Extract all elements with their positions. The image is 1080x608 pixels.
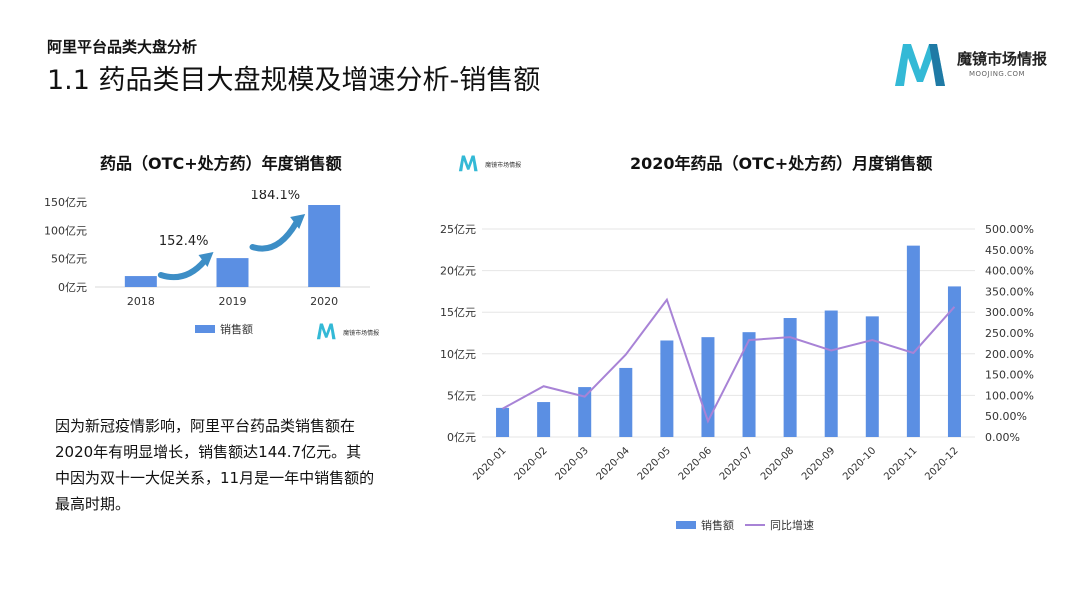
page-title: 1.1 药品类目大盘规模及增速分析-销售额 xyxy=(47,65,541,96)
x-tick-label: 2020-12 xyxy=(923,445,960,482)
growth-arrow-head xyxy=(290,214,306,229)
legend-swatch-sales xyxy=(195,325,215,333)
y-tick-label: 5亿元 xyxy=(447,389,476,402)
bar-2020-11 xyxy=(906,245,920,437)
bar-2018 xyxy=(124,276,157,287)
y-tick-label: 20亿元 xyxy=(440,265,476,278)
monthly-sales-chart: 0亿元 5亿元 10亿元 15亿元 20亿元 25亿元 0.00% 50.00% 100.00%… xyxy=(440,223,1034,532)
watermark-logo-icon xyxy=(316,323,336,339)
y2-tick-label: 350.00% xyxy=(985,285,1034,298)
legend-label-sales: 销售额 xyxy=(220,322,253,336)
bar-2020-08 xyxy=(783,318,797,437)
y2-tick-label: 450.00% xyxy=(985,244,1034,257)
bar-2020-02 xyxy=(537,402,551,437)
x-tick-label: 2020-04 xyxy=(595,445,632,482)
y-tick-label: 0亿元 xyxy=(447,431,476,444)
growth-rate-label: 184.1% xyxy=(251,190,301,203)
y2-tick-label: 150.00% xyxy=(985,369,1034,382)
y2-tick-label: 100.00% xyxy=(985,389,1034,402)
bar-2020-12 xyxy=(947,286,961,437)
y2-tick-label: 250.00% xyxy=(985,327,1034,340)
growth-arrow-body xyxy=(249,220,300,252)
brand-url: MOOJING.COM xyxy=(969,70,1026,78)
bar-2020-04 xyxy=(619,367,633,437)
series-line-growth xyxy=(502,297,956,424)
growth-arrow-icon xyxy=(249,214,306,252)
legend-label-sales: 销售额 xyxy=(701,518,734,532)
y-tick-label: 25亿元 xyxy=(440,223,476,236)
brand-name: 魔镜市场情报 xyxy=(957,50,1048,68)
y-tick-label: 100亿元 xyxy=(44,224,87,237)
legend-label-growth: 同比增速 xyxy=(770,518,814,532)
section-subtitle: 阿里平台品类大盘分析 xyxy=(47,38,198,56)
x-tick-label: 2020-07 xyxy=(718,445,755,482)
x-tick-label: 2020-08 xyxy=(759,445,796,482)
chart1-title: 药品（OTC+处方药）年度销售额 xyxy=(100,154,342,173)
x-tick-label: 2020 xyxy=(310,295,338,308)
watermark-brand-name: 魔镜市场情报 xyxy=(343,330,380,337)
growth-arrow-icon xyxy=(157,252,214,281)
chart2-title: 2020年药品（OTC+处方药）月度销售额 xyxy=(630,154,933,173)
y2-tick-label: 0.00% xyxy=(985,431,1020,444)
bar-2020-07 xyxy=(742,332,756,437)
x-tick-label: 2020-03 xyxy=(553,445,590,482)
description-text: 因为新冠疫情影响，阿里平台药品类销售额在2020年有明显增长，销售额达144.7… xyxy=(55,417,375,513)
bar-2020-03 xyxy=(578,387,592,437)
y-tick-label: 50亿元 xyxy=(51,253,87,266)
x-tick-label: 2020-09 xyxy=(800,445,837,482)
watermark-brand-name: 魔镜市场情报 xyxy=(485,162,522,169)
watermark-logo: 魔镜市场情报 xyxy=(458,152,521,172)
y-tick-label: 0亿元 xyxy=(58,281,87,294)
watermark-logo: 魔镜市场情报 xyxy=(316,320,379,340)
x-tick-label: 2020-06 xyxy=(677,445,714,482)
bar-2020-09 xyxy=(824,310,838,437)
y2-tick-label: 200.00% xyxy=(985,348,1034,361)
y2-tick-label: 50.00% xyxy=(985,410,1027,423)
x-tick-label: 2020-10 xyxy=(841,445,878,482)
x-tick-label: 2020-02 xyxy=(512,445,549,482)
bar-2020-05 xyxy=(660,340,674,437)
bar-2019 xyxy=(216,258,249,287)
y-tick-label: 10亿元 xyxy=(440,348,476,361)
y2-tick-label: 300.00% xyxy=(985,306,1034,319)
y2-tick-label: 400.00% xyxy=(985,265,1034,278)
x-tick-label: 2019 xyxy=(219,295,247,308)
brand-logo xyxy=(895,44,945,86)
y-tick-label: 15亿元 xyxy=(440,306,476,319)
bar-2020-01 xyxy=(496,407,510,437)
bar-2020-10 xyxy=(865,316,879,437)
growth-arrow-body xyxy=(157,258,208,281)
legend-swatch-sales xyxy=(676,521,696,529)
bar-2020 xyxy=(308,205,341,287)
watermark-logo-icon xyxy=(458,155,478,171)
growth-arrow-head xyxy=(198,252,214,267)
x-tick-label: 2020-05 xyxy=(636,445,673,482)
x-tick-label: 2020-01 xyxy=(471,445,508,482)
yearly-sales-chart: 0亿元 50亿元 100亿元 150亿元 2018 2019 2020 152.4% 184.1… xyxy=(44,190,370,336)
growth-rate-label: 152.4% xyxy=(159,234,209,249)
x-tick-label: 2018 xyxy=(127,295,155,308)
y-tick-label: 150亿元 xyxy=(44,196,87,209)
x-tick-label: 2020-11 xyxy=(882,445,919,482)
y2-tick-label: 500.00% xyxy=(985,223,1034,236)
